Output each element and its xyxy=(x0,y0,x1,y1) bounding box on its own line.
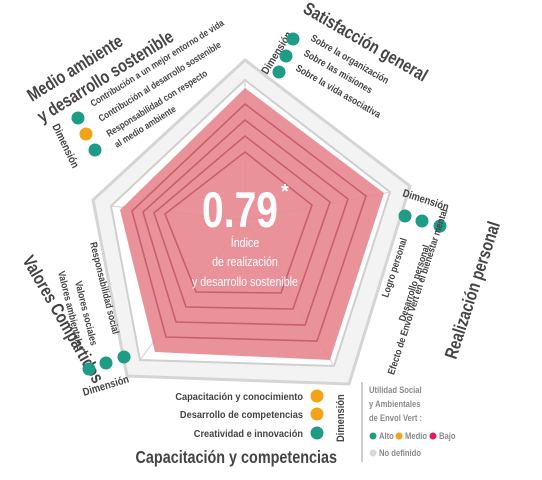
legend-medio-dot xyxy=(395,432,403,440)
center-value: 0.79 xyxy=(202,181,278,238)
radar-area xyxy=(120,88,384,360)
legend-no-definido-dot xyxy=(369,449,377,457)
status-dot xyxy=(88,143,102,157)
dimension-word: Dimensión xyxy=(49,122,81,170)
status-dot xyxy=(99,356,113,370)
dimension-title: Realización personal xyxy=(441,219,504,361)
legend-no-definido-label: No definido xyxy=(379,447,421,458)
center-label-line1: Índice xyxy=(231,234,260,250)
dimension-item: Desarrollo de competencias xyxy=(180,410,304,422)
status-dot xyxy=(279,49,293,63)
legend-title-line3: de Envol Vert : xyxy=(369,412,422,423)
legend-bajo-dot xyxy=(429,432,437,440)
legend-title-line2: y Ambientales xyxy=(369,398,421,409)
legend-bajo-label: Bajo xyxy=(439,430,456,441)
status-dot xyxy=(82,362,96,376)
status-dot xyxy=(398,209,412,223)
dimension-word: Dimensión xyxy=(335,394,347,442)
dimension-item: Creatividad e innovación xyxy=(194,429,303,441)
legend-medio-label: Medio xyxy=(405,430,427,441)
status-dot xyxy=(286,32,300,46)
status-dot xyxy=(71,111,85,125)
status-dot xyxy=(117,350,131,364)
legend-title-line1: Utilidad Social xyxy=(369,384,422,395)
center-asterisk: * xyxy=(281,181,289,203)
status-dot xyxy=(272,65,286,79)
dimension-capacitacion: Capacitación y conocimiento Desarrollo d… xyxy=(136,389,347,468)
dimension-item: Capacitación y conocimiento xyxy=(175,392,303,404)
dimension-title: Capacitación y competencias xyxy=(136,448,337,468)
status-dot xyxy=(310,407,324,421)
status-dot xyxy=(433,219,447,233)
status-dot xyxy=(415,214,429,228)
status-dot xyxy=(310,426,324,440)
center-label-line3: y desarrollo sostenible xyxy=(192,274,298,289)
legend: Utilidad Social y Ambientales de Envol V… xyxy=(361,382,456,462)
radar-rings xyxy=(131,102,367,342)
center-label-line2: de realización xyxy=(212,254,278,269)
legend-alto-label: Alto xyxy=(379,430,394,441)
status-dot xyxy=(79,127,93,141)
status-dot xyxy=(310,389,324,403)
legend-alto-dot xyxy=(369,432,377,440)
